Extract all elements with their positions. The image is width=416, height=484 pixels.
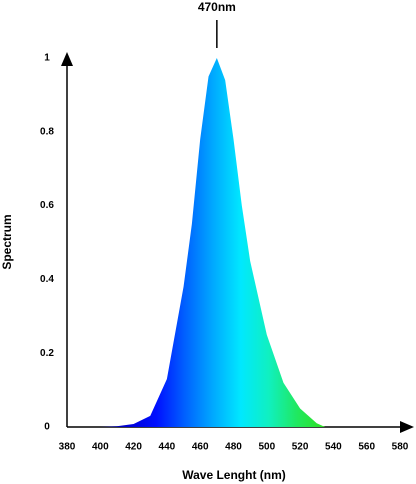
x-axis-arrow	[400, 421, 414, 433]
x-tick-label: 380	[59, 442, 76, 453]
x-tick-label: 460	[192, 442, 209, 453]
x-tick-label: 420	[125, 442, 142, 453]
y-axis-title: Spectrum	[0, 214, 14, 269]
x-axis-title: Wave Lenght (nm)	[182, 468, 286, 482]
x-tick-label: 500	[258, 442, 275, 453]
y-tick-label: 0.4	[40, 274, 54, 285]
x-tick-label: 580	[392, 442, 409, 453]
x-tick-label: 520	[292, 442, 309, 453]
y-tick-label: 0.2	[40, 348, 54, 359]
y-axis-arrow	[61, 52, 73, 66]
x-tick-label: 540	[325, 442, 342, 453]
y-tick-label: 0.8	[40, 126, 54, 137]
spectrum-area	[100, 58, 326, 427]
y-tick-label: 0.6	[40, 200, 54, 211]
x-tick-label: 560	[358, 442, 375, 453]
x-tick-label: 480	[225, 442, 242, 453]
x-tick-label: 400	[92, 442, 109, 453]
annotation-label: 470nm	[198, 0, 236, 14]
y-tick-label: 0	[44, 422, 50, 433]
y-tick-label: 1	[44, 53, 50, 64]
x-tick-label: 440	[159, 442, 176, 453]
